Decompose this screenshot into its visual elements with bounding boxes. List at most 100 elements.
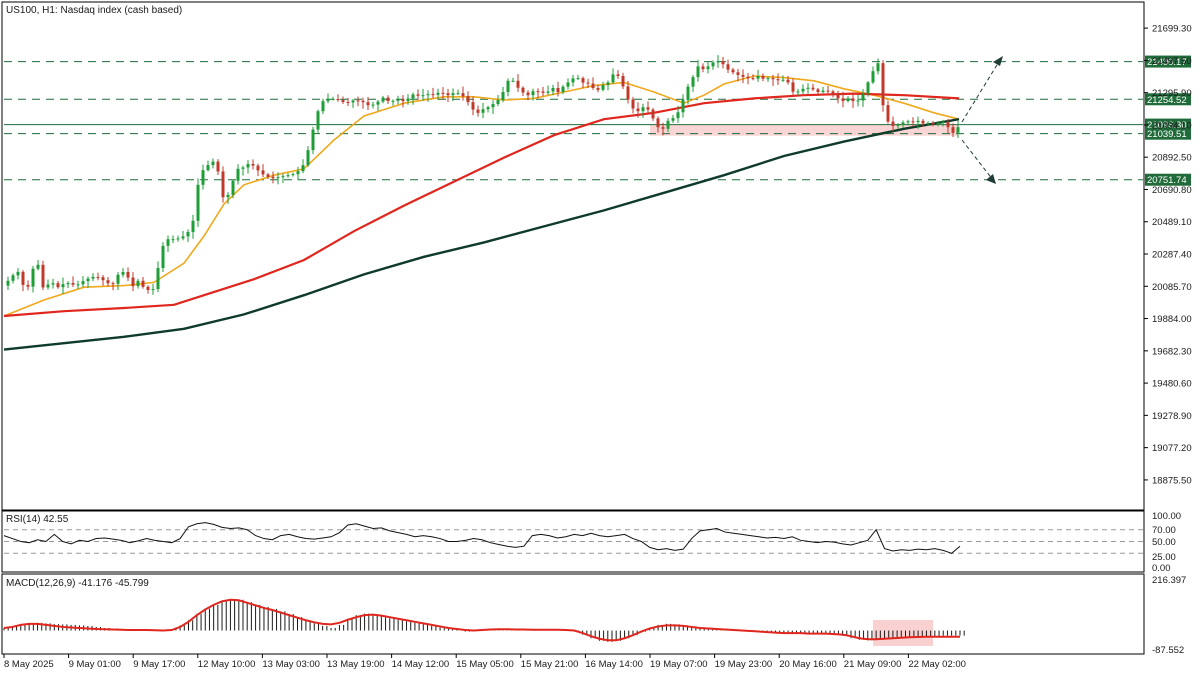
candle-body xyxy=(596,88,600,90)
candle-body xyxy=(621,76,625,87)
candle-body xyxy=(791,82,795,92)
candle-body xyxy=(371,104,375,106)
candle-body xyxy=(86,278,90,282)
candle-body xyxy=(91,276,95,279)
price-tag-label: 21096.30 xyxy=(1147,120,1187,131)
candle-body xyxy=(401,99,405,102)
candle-body xyxy=(616,74,620,76)
x-tick-label: 16 May 14:00 xyxy=(585,659,643,670)
rsi-tick-label: 0.00 xyxy=(1152,563,1171,574)
y-tick-label: 19480.60 xyxy=(1152,379,1192,390)
candle-body xyxy=(721,61,725,65)
candle-body xyxy=(301,165,305,172)
price-tag-label: 21490.17 xyxy=(1147,57,1187,68)
candle-body xyxy=(536,91,540,93)
macd-signal-line xyxy=(3,598,960,642)
candle-body xyxy=(186,232,190,237)
candle-body xyxy=(566,82,570,87)
candle-body xyxy=(641,107,645,112)
price-tag-label: 21254.52 xyxy=(1147,95,1187,106)
candle-body xyxy=(61,284,65,288)
candle-body xyxy=(931,122,935,124)
candle-body xyxy=(521,87,525,93)
x-tick-label: 9 May 01:00 xyxy=(69,659,121,670)
candle-body xyxy=(516,80,520,88)
candle-body xyxy=(71,283,75,285)
y-tick-label: 20489.10 xyxy=(1152,217,1192,228)
x-tick-label: 15 May 05:00 xyxy=(456,659,514,670)
candle-body xyxy=(646,107,650,110)
candle-body xyxy=(286,175,290,177)
candle-body xyxy=(936,122,940,124)
arrow-up-head-icon xyxy=(993,56,1003,66)
candle-body xyxy=(686,86,690,100)
candle-body xyxy=(416,94,420,96)
candle-body xyxy=(176,238,180,240)
candle-body xyxy=(786,79,790,83)
candle-body xyxy=(481,109,485,113)
candle-body xyxy=(896,124,900,126)
candle-body xyxy=(6,280,10,286)
candle-body xyxy=(796,91,800,93)
candle-body xyxy=(811,87,815,90)
candle-body xyxy=(636,108,640,112)
candle-body xyxy=(421,95,425,97)
candle-body xyxy=(571,78,575,83)
candle-body xyxy=(606,82,610,86)
candle-body xyxy=(306,150,310,166)
candle-body xyxy=(36,264,40,269)
candle-body xyxy=(531,91,535,96)
candle-body xyxy=(241,167,245,169)
candle-body xyxy=(876,63,880,72)
candle-body xyxy=(321,101,325,112)
candle-body xyxy=(426,94,430,96)
x-tick-label: 15 May 21:00 xyxy=(521,659,579,670)
candle-body xyxy=(466,96,470,103)
candle-body xyxy=(886,105,890,122)
candle-body xyxy=(546,91,550,93)
candle-body xyxy=(841,98,845,102)
y-tick-label: 21094.10 xyxy=(1152,120,1192,131)
candle-body xyxy=(871,71,875,83)
candle-body xyxy=(706,66,710,70)
candle-body xyxy=(846,98,850,102)
candle-body xyxy=(836,94,840,99)
y-tick-label: 18875.50 xyxy=(1152,475,1192,486)
x-tick-label: 22 May 02:00 xyxy=(908,659,966,670)
candle-body xyxy=(576,78,580,80)
y-tick-label: 20892.50 xyxy=(1152,153,1192,164)
rsi-tick-label: 70.00 xyxy=(1152,525,1176,536)
candle-body xyxy=(156,268,160,289)
candle-body xyxy=(741,74,745,77)
y-tick-label: 19278.90 xyxy=(1152,411,1192,422)
candle-body xyxy=(136,280,140,287)
x-tick-label: 21 May 09:00 xyxy=(844,659,902,670)
candle-body xyxy=(581,78,585,83)
candle-body xyxy=(166,239,170,246)
candle-body xyxy=(651,109,655,119)
candle-body xyxy=(751,78,755,80)
y-tick-label: 19884.00 xyxy=(1152,314,1192,325)
y-tick-label: 21497.50 xyxy=(1152,56,1192,67)
candle-body xyxy=(926,122,930,124)
candle-body xyxy=(206,165,210,171)
highlight-zones xyxy=(650,124,958,646)
x-tick-label: 12 May 10:00 xyxy=(198,659,256,670)
candle-body xyxy=(161,245,165,268)
candle-body xyxy=(361,100,365,103)
rsi-title: RSI(14) 42.55 xyxy=(6,514,69,525)
x-tick-label: 8 May 2025 xyxy=(4,659,54,670)
candle-body xyxy=(491,104,495,108)
y-tick-label: 20085.70 xyxy=(1152,282,1192,293)
support-zone-highlight xyxy=(650,124,958,136)
candle-body xyxy=(956,127,960,133)
candle-body xyxy=(381,97,385,102)
candle-body xyxy=(356,100,360,102)
candle-body xyxy=(806,87,810,89)
candle-body xyxy=(76,284,80,286)
candle-body xyxy=(11,275,15,281)
macd-pane: 216.397 -87.552 xyxy=(3,575,1186,656)
macd-pane-frame xyxy=(1,573,1145,655)
rsi-tick-label: 50.00 xyxy=(1152,537,1176,548)
